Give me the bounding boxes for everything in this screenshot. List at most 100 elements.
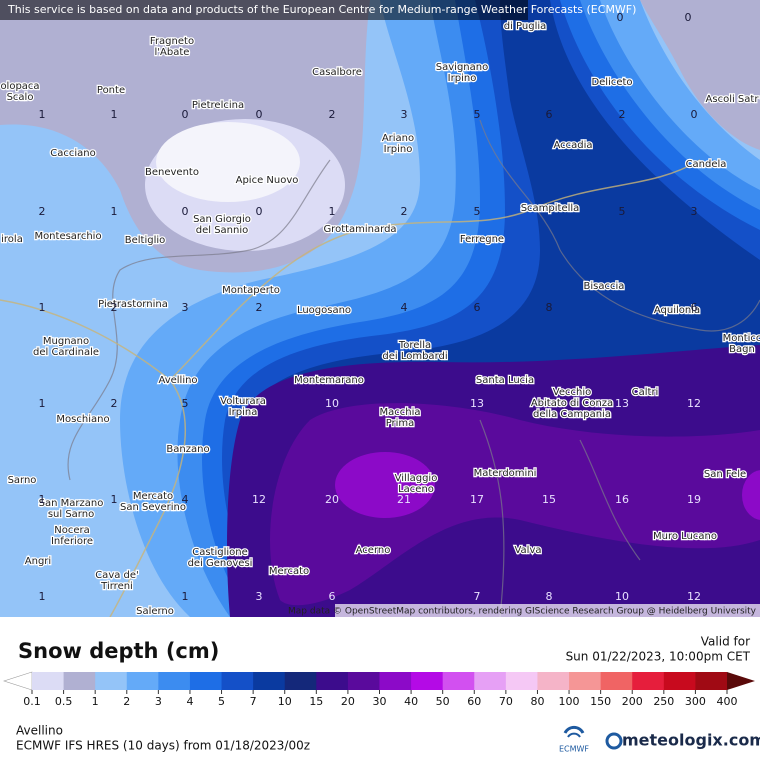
place-label: Ariano <box>382 133 414 144</box>
place-label: Mugnano <box>43 336 89 347</box>
place-label: dei Genovesi <box>188 558 253 569</box>
scale-swatch <box>379 672 412 690</box>
place-label: Vecchio <box>553 387 591 398</box>
place-label: Irpino <box>448 73 477 84</box>
scale-swatch <box>347 672 380 690</box>
place-label: Apice Nuovo <box>236 175 299 186</box>
contour-label: 2 <box>619 108 626 121</box>
scale-label: 0.5 <box>55 695 73 708</box>
contour-label: 8 <box>546 301 553 314</box>
scale-label: 80 <box>530 695 544 708</box>
contour-label: 1 <box>329 205 336 218</box>
place-label: del Cardinale <box>33 347 99 358</box>
place-label: Angri <box>25 556 51 567</box>
scale-swatch <box>316 672 349 690</box>
scale-label: 150 <box>590 695 611 708</box>
legend: Snow depth (cm) Valid for Sun 01/22/2023… <box>3 635 760 754</box>
contour-label: 0 <box>617 11 624 24</box>
contour-label: 4 <box>182 493 189 506</box>
scale-label: 40 <box>404 695 418 708</box>
contour-label: 3 <box>691 205 698 218</box>
place-label: Inferiore <box>51 536 93 547</box>
place-label: Avellino <box>158 375 197 386</box>
model-run: ECMWF IFS HRES (10 days) from 01/18/2023… <box>16 739 310 753</box>
contour-label: 1 <box>39 397 46 410</box>
scale-swatch <box>253 672 286 690</box>
scale-label: 5 <box>218 695 225 708</box>
scale-label: 200 <box>622 695 643 708</box>
scale-label: 0.1 <box>23 695 41 708</box>
place-label: Scalo <box>7 92 34 103</box>
place-label: Sarno <box>8 475 37 486</box>
place-label: irola <box>1 234 23 245</box>
place-label: Cacciano <box>50 148 95 159</box>
place-label: Acerno <box>356 545 391 556</box>
scale-label: 70 <box>499 695 513 708</box>
place-label: Bisaccia <box>584 281 625 292</box>
contour-label: 2 <box>401 205 408 218</box>
brand: meteologix.com <box>622 731 760 750</box>
contour-label: 10 <box>325 397 339 410</box>
contour-label: 2 <box>256 301 263 314</box>
roads <box>0 159 701 617</box>
place-label: Aquilonia <box>654 305 700 316</box>
scale-arrow-low <box>3 671 33 691</box>
scale-swatch <box>442 672 475 690</box>
scale-swatch <box>221 672 254 690</box>
contour-label: 3 <box>182 301 189 314</box>
place-label: Volturara <box>220 396 266 407</box>
place-label: Luogosano <box>297 305 351 316</box>
place-label: Valva <box>514 545 541 556</box>
place-label: Caltri <box>632 387 659 398</box>
contour-label: 1 <box>39 108 46 121</box>
ecmwf-logo: ECMWF <box>559 725 589 754</box>
contour-label: 6 <box>546 108 553 121</box>
contour-label: 0 <box>182 108 189 121</box>
scale-swatch <box>32 672 65 690</box>
scale-label: 100 <box>559 695 580 708</box>
scale-swatch <box>505 672 538 690</box>
attribution: Map data © OpenStreetMap contributors, r… <box>288 607 757 617</box>
contour-label: 10 <box>615 590 629 603</box>
scale-label: 4 <box>186 695 193 708</box>
contour-label: 12 <box>252 493 266 506</box>
place-label: Nocera <box>54 525 90 536</box>
contour-label: 5 <box>619 205 626 218</box>
place-label: Materdomini <box>474 468 537 479</box>
place-label: Moschiano <box>56 414 109 425</box>
scale-label: 7 <box>250 695 257 708</box>
contour-label: 12 <box>687 590 701 603</box>
scale-label: 15 <box>309 695 323 708</box>
place-label: dei Lombardi <box>382 351 447 362</box>
contour-label: 6 <box>691 301 698 314</box>
scale-swatch <box>600 672 633 690</box>
scale-label: 300 <box>685 695 706 708</box>
contour-label: 5 <box>474 108 481 121</box>
contour-label: 6 <box>329 590 336 603</box>
contour-label: 1 <box>39 493 46 506</box>
place-label: Ferregne <box>460 234 504 245</box>
scale-label: 3 <box>155 695 162 708</box>
contour-label: 0 <box>691 108 698 121</box>
contour-label: 1 <box>111 108 118 121</box>
contour-label: 2 <box>329 108 336 121</box>
scale-swatch <box>126 672 159 690</box>
contour-label: 3 <box>401 108 408 121</box>
scale-label: 30 <box>373 695 387 708</box>
place-label: Accadia <box>553 140 592 151</box>
place-label: Santa Lucia <box>476 375 534 386</box>
contour-label: 3 <box>256 590 263 603</box>
scale-swatch <box>569 672 602 690</box>
place-label: Montemarano <box>294 375 364 386</box>
place-label: della Campania <box>533 409 611 420</box>
place-label: Candela <box>686 159 727 170</box>
contour-label: 5 <box>182 397 189 410</box>
place-label: Cava de' <box>95 570 139 581</box>
contour-label: 21 <box>397 493 411 506</box>
place-label: Ascoli Satr <box>706 94 760 105</box>
place-label: Fragneto <box>150 36 194 47</box>
contour-label: 12 <box>687 397 701 410</box>
place-label: Grottaminarda <box>323 224 396 235</box>
place-label: Pietrelcina <box>192 100 244 111</box>
